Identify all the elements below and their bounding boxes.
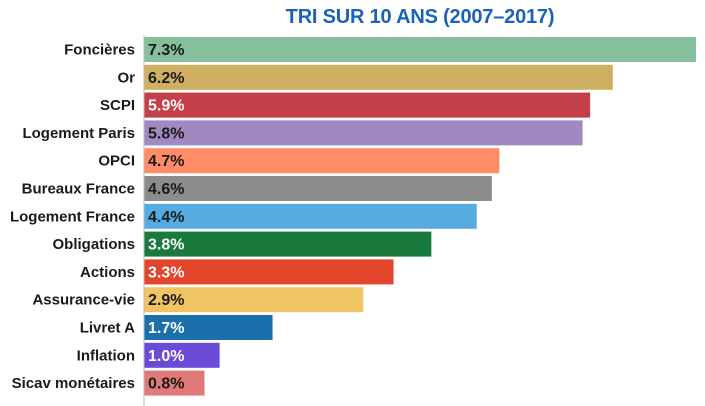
bar-3 (144, 120, 583, 146)
value-label: 3.3% (148, 264, 184, 281)
value-label: 1.7% (148, 320, 184, 337)
value-label: 7.3% (148, 42, 184, 59)
category-label: Actions (80, 264, 135, 281)
bar-0 (144, 37, 696, 62)
bar-12 (144, 370, 205, 396)
category-label: Inflation (77, 347, 135, 364)
category-label: Or (117, 69, 135, 86)
value-label: 4.7% (148, 153, 184, 170)
bar-9 (144, 287, 364, 313)
value-label: 4.4% (148, 209, 184, 226)
bar-1 (144, 64, 613, 90)
value-label: 5.9% (148, 98, 184, 115)
value-label: 6.2% (148, 70, 184, 87)
category-label: Logement France (10, 208, 135, 225)
bar-4 (144, 148, 500, 174)
value-label: 3.8% (148, 237, 184, 254)
value-label: 0.8% (148, 376, 184, 393)
bar-2 (144, 92, 591, 118)
value-label: 5.8% (148, 125, 184, 142)
bar-11 (144, 342, 220, 368)
category-label: Assurance-vie (32, 292, 135, 309)
category-label: Logement Paris (22, 125, 135, 142)
value-label: 4.6% (148, 181, 184, 198)
value-label: 2.9% (148, 292, 184, 309)
category-label: Livret A (80, 320, 135, 337)
category-label: SCPI (100, 97, 135, 114)
bar-10 (144, 315, 273, 340)
category-label: Sicav monétaires (12, 375, 135, 392)
bar-8 (144, 259, 394, 285)
category-label: Foncières (64, 42, 135, 59)
bar-7 (144, 231, 432, 257)
value-label: 1.0% (148, 348, 184, 365)
chart-title: TRI SUR 10 ANS (2007–2017) (285, 6, 555, 28)
category-label: OPCI (98, 153, 135, 170)
bar-5 (144, 176, 492, 201)
category-label: Bureaux France (22, 181, 135, 198)
bar-6 (144, 203, 477, 229)
category-label: Obligations (53, 236, 136, 253)
